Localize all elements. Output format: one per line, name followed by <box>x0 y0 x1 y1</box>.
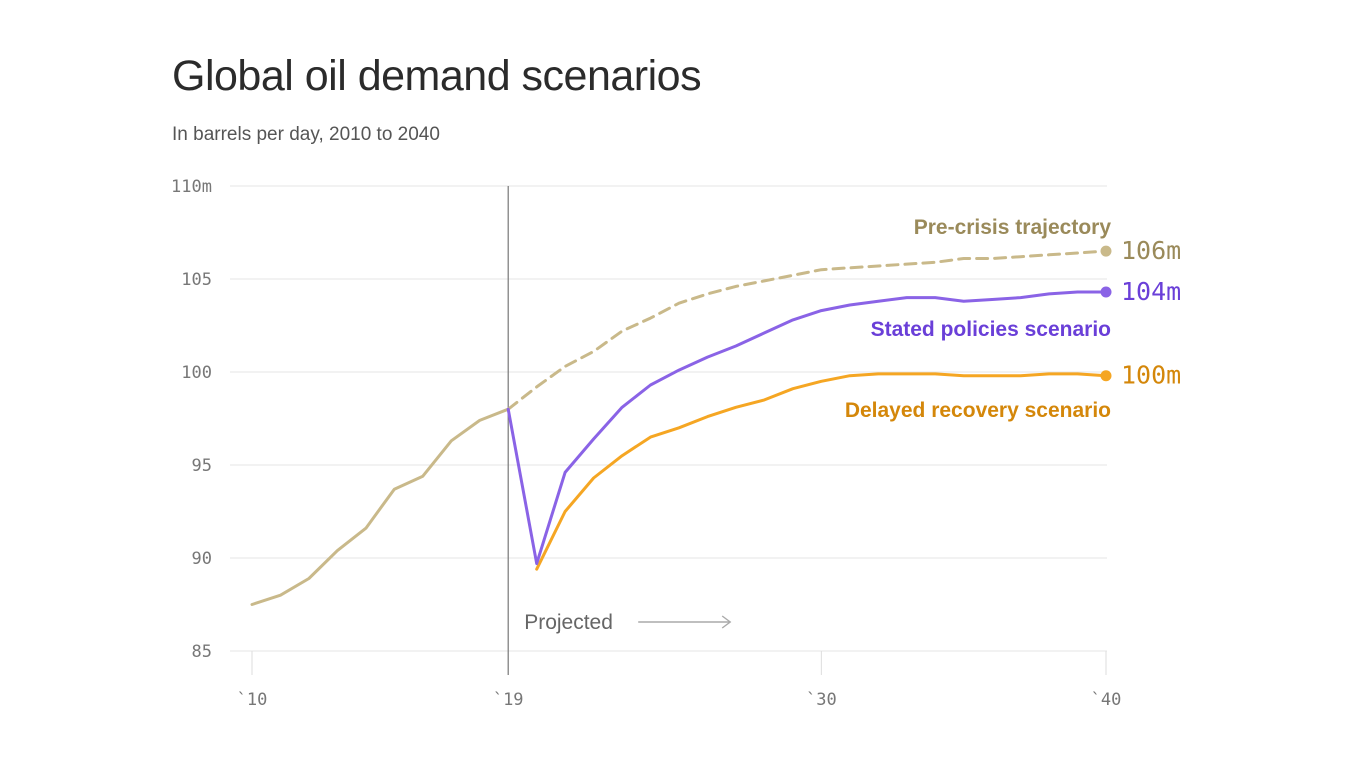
y-tick-label: 90 <box>192 549 212 569</box>
stated-policies-scenario-end-point <box>1100 286 1112 298</box>
y-tick-label: 100 <box>181 363 212 383</box>
x-tick-label: `30 <box>806 690 837 710</box>
stated-policies-scenario-line <box>506 290 1108 566</box>
projection-arrow-head <box>721 615 732 629</box>
chart-subtitle: In barrels per day, 2010 to 2040 <box>172 124 440 145</box>
stated-policies-scenario-end-value: 104m <box>1121 277 1181 306</box>
pre-crisis-trajectory-line <box>506 249 1108 411</box>
pre-crisis-trajectory-end-point <box>1100 245 1112 257</box>
y-tick-label: 95 <box>192 456 212 476</box>
delayed-recovery-scenario-line <box>535 372 1108 571</box>
stated-policies-scenario-label: Stated policies scenario <box>871 318 1111 341</box>
x-tick-label: `40 <box>1091 690 1122 710</box>
y-axis-ticks: 110m 105 100 95 90 85 <box>171 177 212 662</box>
y-tick-label: 110m <box>171 177 212 197</box>
projection-label: Projected <box>524 611 613 634</box>
projection-marker: Projected <box>507 186 732 675</box>
x-tick-label: `19 <box>493 690 524 710</box>
y-tick-label: 105 <box>181 270 212 290</box>
delayed-recovery-scenario-end-value: 100m <box>1121 361 1181 390</box>
pre-crisis-trajectory-label: Pre-crisis trajectory <box>914 216 1112 239</box>
x-tick-label: `10 <box>237 690 268 710</box>
x-axis-ticks: `10 `19 `30 `40 <box>237 690 1122 710</box>
series-end-points <box>1100 245 1112 382</box>
pre-crisis-trajectory-end-value: 106m <box>1121 236 1181 265</box>
y-tick-label: 85 <box>192 642 212 662</box>
delayed-recovery-scenario-label: Delayed recovery scenario <box>845 399 1111 422</box>
grid-lines <box>230 185 1107 675</box>
historical-line <box>250 407 510 606</box>
chart-title: Global oil demand scenarios <box>172 52 702 100</box>
series-lines <box>250 249 1108 606</box>
delayed-recovery-scenario-end-point <box>1100 370 1112 382</box>
series-labels: 106m Pre-crisis trajectory 104m Stated poli… <box>845 216 1181 422</box>
